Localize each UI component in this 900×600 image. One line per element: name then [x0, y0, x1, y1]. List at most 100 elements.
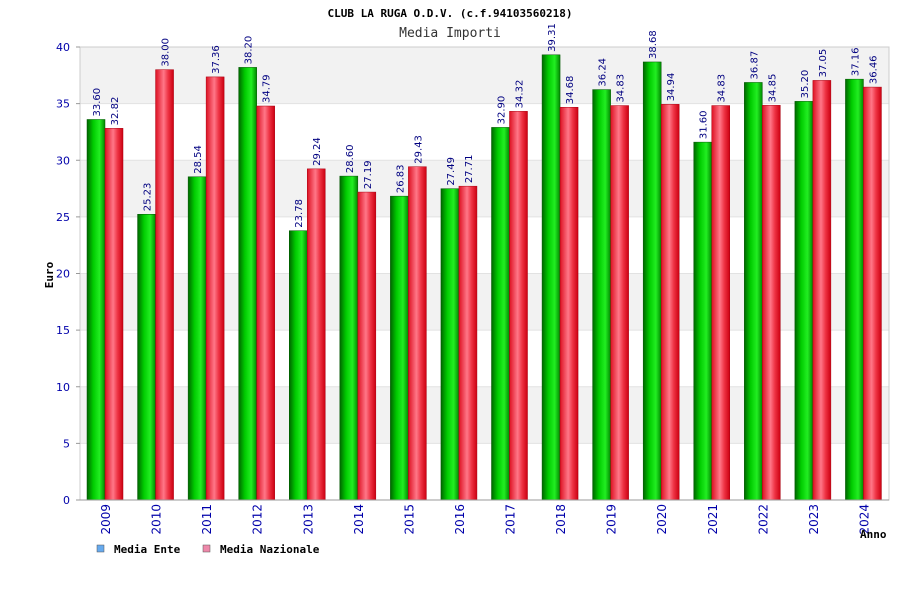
bar-media-ente [693, 141, 712, 501]
y-tick-label: 20 [56, 268, 70, 281]
bar-media-ente [592, 89, 611, 501]
bar-media-ente [794, 101, 814, 501]
x-tick-label: 2010 [150, 504, 164, 535]
bar-media-nazionale [863, 86, 882, 501]
bar-media-nazionale [205, 76, 225, 501]
value-label: 34.32 [515, 80, 526, 109]
bar-media-nazionale [408, 166, 427, 501]
x-tick-label: 2009 [99, 504, 113, 535]
value-label: 31.60 [699, 110, 710, 139]
y-axis-ticks: 0 5 10 15 20 25 30 35 40 [56, 41, 80, 507]
x-tick-label: 2022 [756, 504, 770, 535]
bar-media-ente [137, 214, 156, 501]
x-tick-label: 2021 [706, 504, 720, 535]
bar-media-ente [289, 230, 308, 501]
y-tick-label: 5 [63, 437, 70, 450]
bar-media-ente [440, 188, 460, 501]
bars [86, 54, 882, 501]
value-label: 38.68 [648, 30, 659, 59]
value-label: 29.24 [312, 137, 323, 166]
value-label: 27.19 [363, 160, 374, 189]
legend-swatch-nazionale [202, 544, 211, 553]
value-label: 37.16 [850, 48, 861, 77]
y-tick-label: 0 [63, 494, 70, 507]
value-label: 34.79 [262, 74, 273, 103]
bar-media-ente [187, 176, 207, 501]
value-label: 25.23 [143, 183, 154, 212]
bar-media-ente [541, 54, 561, 501]
bar-media-ente [744, 82, 763, 501]
chart-title: CLUB LA RUGA O.D.V. (c.f.94103560218) [327, 7, 572, 20]
bar-media-nazionale [307, 168, 326, 501]
value-label: 34.68 [565, 76, 576, 105]
value-label: 36.24 [598, 58, 609, 87]
value-label: 28.54 [193, 145, 204, 174]
bar-media-nazionale [155, 69, 174, 501]
value-label: 36.46 [868, 55, 879, 84]
bar-media-nazionale [610, 105, 629, 501]
value-label: 34.94 [666, 73, 677, 102]
value-label: 37.05 [818, 49, 829, 78]
x-tick-label: 2019 [605, 504, 619, 535]
y-tick-label: 25 [56, 211, 70, 224]
bar-media-nazionale [559, 106, 579, 501]
x-axis-title: Anno [860, 528, 887, 541]
bar-media-nazionale [762, 105, 781, 501]
x-axis-ticks: 2009 2010 2011 2012 2013 2014 2015 2016 2017 2018… [99, 504, 871, 535]
x-tick-label: 2018 [554, 504, 568, 535]
x-tick-label: 2015 [402, 504, 416, 535]
value-label: 36.87 [749, 51, 760, 80]
bar-media-nazionale [509, 111, 528, 501]
bar-media-nazionale [104, 128, 124, 501]
bar-media-ente [390, 195, 409, 501]
value-label: 38.20 [244, 36, 255, 65]
x-tick-label: 2014 [352, 504, 366, 535]
x-tick-label: 2016 [453, 504, 467, 535]
value-label: 34.83 [717, 74, 728, 103]
value-label: 34.83 [616, 74, 627, 103]
bar-media-ente [642, 61, 662, 501]
value-label: 32.90 [497, 96, 508, 125]
value-label: 35.20 [800, 70, 811, 99]
x-tick-label: 2012 [251, 504, 265, 535]
value-label: 37.36 [211, 45, 222, 74]
bar-media-nazionale [458, 185, 478, 501]
legend-label-nazionale: Media Nazionale [220, 543, 320, 556]
y-tick-label: 30 [56, 154, 70, 167]
value-label: 26.83 [395, 165, 406, 194]
y-tick-label: 35 [56, 98, 70, 111]
value-label: 38.00 [161, 38, 172, 67]
legend-swatch-ente [96, 544, 105, 553]
x-tick-label: 2011 [200, 504, 214, 535]
y-tick-label: 10 [56, 381, 70, 394]
bar-media-ente [339, 175, 359, 501]
bar-media-ente [86, 119, 106, 501]
bar-media-nazionale [812, 80, 832, 501]
bar-media-ente [491, 127, 510, 501]
x-tick-label: 2020 [655, 504, 669, 535]
value-label: 39.31 [547, 23, 558, 52]
value-label: 28.60 [345, 144, 356, 173]
bar-media-ente [845, 78, 864, 501]
bar-media-nazionale [256, 105, 275, 501]
value-label: 29.43 [413, 135, 424, 164]
value-label: 23.78 [294, 199, 305, 228]
value-label: 27.49 [446, 157, 457, 186]
value-label: 27.71 [464, 155, 475, 184]
x-tick-label: 2013 [301, 504, 315, 535]
value-label: 33.60 [92, 88, 103, 117]
x-tick-label: 2023 [807, 504, 821, 535]
value-label: 34.85 [767, 74, 778, 103]
legend: Media Ente Media Nazionale [96, 543, 320, 556]
y-tick-label: 15 [56, 324, 70, 337]
bar-media-nazionale [660, 104, 680, 501]
x-tick-label: 2017 [504, 504, 518, 535]
y-axis-title: Euro [43, 261, 56, 288]
y-tick-label: 40 [56, 41, 70, 54]
legend-label-ente: Media Ente [114, 543, 181, 556]
bar-media-ente [238, 67, 257, 501]
legend-item-nazionale: Media Nazionale [202, 543, 320, 556]
value-label: 32.82 [110, 97, 121, 126]
value-labels: 33.60 32.82 25.23 38.00 28.54 37.36 38.20 34.79… [92, 23, 879, 228]
